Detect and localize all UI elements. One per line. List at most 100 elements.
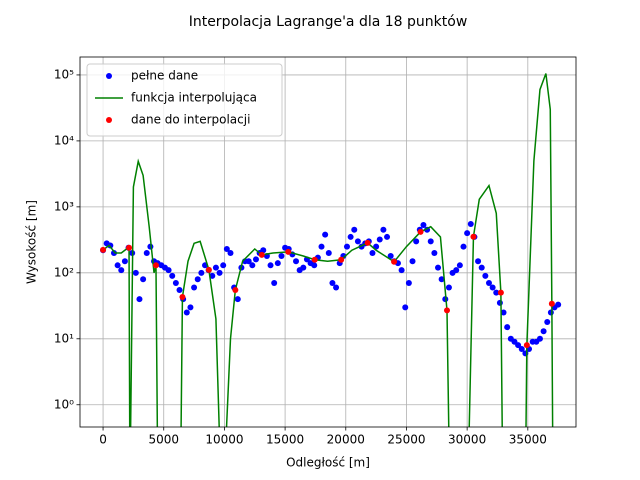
legend-label: funkcja interpolująca	[131, 91, 257, 105]
data-point	[278, 252, 285, 259]
data-point	[311, 262, 318, 269]
data-point	[132, 269, 139, 276]
data-point	[140, 276, 147, 283]
y-tick-label: 10⁴	[54, 133, 74, 147]
data-point	[121, 258, 128, 265]
data-point	[220, 262, 227, 269]
data-point	[183, 309, 190, 316]
data-point	[245, 258, 252, 265]
data-point	[536, 335, 543, 342]
data-point	[555, 301, 562, 308]
data-point	[485, 280, 492, 287]
data-point	[427, 238, 434, 245]
data-point	[271, 280, 278, 287]
data-point	[338, 256, 345, 263]
data-point	[205, 266, 212, 273]
data-point	[497, 289, 504, 296]
data-point	[318, 243, 325, 250]
data-point	[376, 236, 383, 243]
data-point	[227, 249, 234, 256]
data-point	[293, 258, 300, 265]
x-tick-label: 35000	[509, 433, 547, 447]
data-point	[478, 264, 485, 271]
data-point	[325, 249, 332, 256]
data-point	[136, 296, 143, 303]
data-point	[475, 258, 482, 265]
data-point	[496, 299, 503, 306]
data-point	[453, 267, 460, 274]
data-point	[152, 262, 159, 269]
plot-area	[100, 73, 562, 427]
data-point	[431, 249, 438, 256]
data-point	[176, 286, 183, 293]
data-point	[267, 262, 274, 269]
data-point	[369, 249, 376, 256]
data-point	[234, 296, 241, 303]
y-tick-label: 10³	[54, 199, 74, 213]
data-point	[405, 280, 412, 287]
data-point	[417, 228, 424, 235]
grid	[80, 57, 576, 427]
data-point	[413, 238, 420, 245]
data-point	[249, 262, 256, 269]
x-tick-label: 5000	[148, 433, 179, 447]
data-point	[456, 262, 463, 269]
data-point	[438, 276, 445, 283]
x-tick-label: 25000	[387, 433, 425, 447]
legend-label: dane do interpolacji	[131, 113, 250, 127]
y-tick-label: 10²	[54, 265, 74, 279]
data-point	[114, 262, 121, 269]
interpolation-line	[102, 73, 554, 427]
data-point	[384, 233, 391, 240]
data-point	[354, 238, 361, 245]
x-tick-label: 30000	[448, 433, 486, 447]
legend-box	[86, 63, 283, 137]
data-point	[126, 244, 133, 251]
data-point	[540, 328, 547, 335]
data-point	[398, 267, 405, 274]
data-point	[143, 249, 150, 256]
data-point	[169, 272, 176, 279]
data-point	[329, 280, 336, 287]
x-tick-label: 15000	[266, 433, 304, 447]
data-point	[547, 309, 554, 316]
x-tick-label: 10000	[205, 433, 243, 447]
data-point	[179, 294, 186, 301]
data-point	[387, 252, 394, 259]
y-tick-label: 10¹	[54, 331, 74, 345]
data-point	[435, 264, 442, 271]
data-point	[212, 264, 219, 271]
data-point	[260, 247, 267, 254]
data-point	[464, 230, 471, 237]
data-point	[285, 248, 292, 255]
data-point	[118, 267, 125, 274]
data-point	[110, 249, 117, 256]
data-point	[194, 276, 201, 283]
data-point	[322, 231, 329, 238]
data-point	[252, 256, 259, 263]
data-point	[445, 284, 452, 291]
data-point	[187, 304, 194, 311]
data-point	[391, 258, 398, 265]
data-point	[100, 246, 107, 253]
data-point	[500, 309, 507, 316]
data-point	[518, 346, 525, 353]
y-axis-label: Wysokość [m]	[25, 200, 39, 284]
data-point	[333, 284, 340, 291]
data-point	[402, 304, 409, 311]
axes-frame	[79, 56, 577, 428]
legend: pełne dane funkcja interpolująca dane do i…	[86, 63, 283, 137]
data-point	[364, 239, 371, 246]
data-point	[544, 318, 551, 325]
y-tick-label: 10⁰	[54, 397, 74, 411]
data-point	[515, 342, 522, 349]
data-point	[198, 269, 205, 276]
data-point	[493, 289, 500, 296]
data-point	[216, 269, 223, 276]
data-point	[470, 233, 477, 240]
data-point	[191, 284, 198, 291]
data-point	[351, 226, 358, 233]
data-point	[548, 300, 555, 307]
